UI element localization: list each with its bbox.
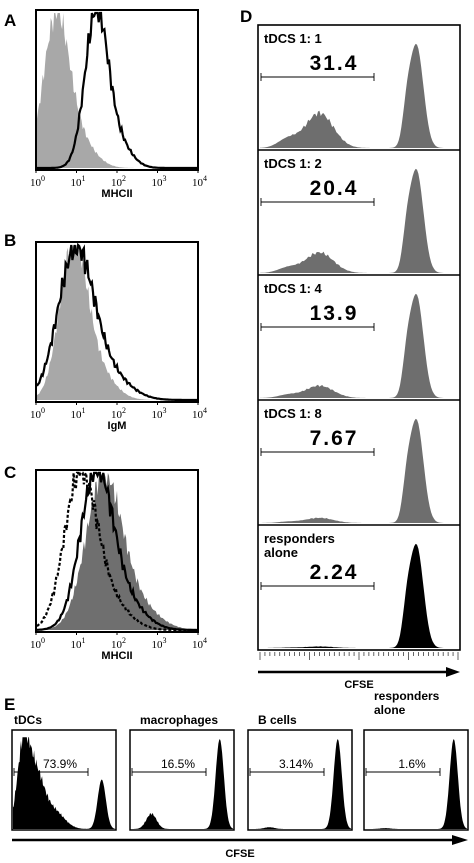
histogram-filled-series bbox=[37, 245, 197, 400]
tick-label: 103 bbox=[152, 636, 167, 651]
cfse-histogram bbox=[260, 293, 458, 398]
cfse-histogram bbox=[13, 737, 115, 829]
tick-label: 101 bbox=[71, 406, 86, 421]
subpanel-label: alone bbox=[264, 545, 298, 560]
percent-value: 1.6% bbox=[398, 757, 426, 771]
panel-b: B 100 101 102 103 104 IgM bbox=[4, 231, 207, 432]
axis-arrow-head bbox=[446, 667, 460, 677]
subpanel-label: tDCS 1: 4 bbox=[264, 281, 323, 296]
histogram-filled-series bbox=[37, 13, 197, 168]
tick-label: 104 bbox=[192, 406, 207, 421]
histogram-line-series bbox=[37, 471, 197, 632]
cfse-histogram bbox=[249, 739, 351, 829]
panel-a: A 100 101 102 103 104 MHCII bbox=[4, 9, 207, 200]
tick-label: 101 bbox=[71, 174, 86, 189]
percent-value: 3.14% bbox=[279, 757, 313, 771]
histogram-line-series bbox=[36, 469, 197, 632]
tick-label: 102 bbox=[111, 406, 126, 421]
cfse-histogram bbox=[260, 418, 458, 523]
axis-label: CFSE bbox=[225, 848, 254, 860]
cfse-histogram bbox=[131, 739, 233, 829]
percent-value: 31.4 bbox=[310, 52, 359, 75]
subpanel-label: alone bbox=[374, 703, 406, 717]
tick-label: 100 bbox=[30, 636, 45, 651]
percent-value: 13.9 bbox=[310, 302, 359, 325]
panel-label: E bbox=[4, 695, 15, 714]
axis-arrow-head bbox=[452, 835, 468, 845]
axis-label: MHCII bbox=[101, 188, 132, 200]
percent-value: 20.4 bbox=[310, 177, 359, 200]
plot-frame bbox=[363, 729, 469, 831]
axis-label: IgM bbox=[108, 420, 127, 432]
panel-label: A bbox=[4, 11, 16, 30]
histogram-line-series bbox=[36, 242, 197, 402]
cfse-histogram bbox=[260, 43, 458, 148]
tick-label: 102 bbox=[111, 174, 126, 189]
subpanel-label: tDCS 1: 8 bbox=[264, 406, 322, 421]
panel-label: B bbox=[4, 231, 16, 250]
plot-frame bbox=[247, 729, 353, 831]
tick-label: 102 bbox=[111, 636, 126, 651]
panel-c: C 100 101 102 103 104 MHCII bbox=[4, 463, 207, 662]
subpanel-label: responders bbox=[264, 531, 335, 546]
percent-value: 7.67 bbox=[310, 427, 359, 450]
tick-label: 104 bbox=[192, 636, 207, 651]
cfse-histogram bbox=[365, 739, 467, 829]
panel-label: D bbox=[240, 7, 252, 26]
plot-frame bbox=[257, 24, 461, 651]
subpanel-label: macrophages bbox=[140, 713, 218, 727]
subpanel-label: responders bbox=[374, 689, 440, 703]
histogram-line-series bbox=[37, 11, 197, 170]
subpanel-label: tDCs bbox=[14, 713, 42, 727]
axis-label: MHCII bbox=[101, 650, 132, 662]
tick-label: 103 bbox=[152, 406, 167, 421]
percent-value: 73.9% bbox=[43, 757, 77, 771]
tick-label: 104 bbox=[192, 174, 207, 189]
subpanel-label: B cells bbox=[258, 713, 297, 727]
subpanel-label: tDCS 1: 1 bbox=[264, 31, 322, 46]
tick-label: 103 bbox=[152, 174, 167, 189]
percent-value: 16.5% bbox=[161, 757, 195, 771]
axis-label: CFSE bbox=[344, 679, 373, 691]
cfse-histogram bbox=[260, 543, 458, 648]
panel-label: C bbox=[4, 463, 16, 482]
plot-frame bbox=[129, 729, 235, 831]
cfse-histogram bbox=[260, 168, 458, 273]
tick-label: 101 bbox=[71, 636, 86, 651]
subpanel-label: tDCS 1: 2 bbox=[264, 156, 322, 171]
histogram-filled-series bbox=[37, 472, 197, 630]
tick-label: 100 bbox=[30, 406, 45, 421]
percent-value: 2.24 bbox=[310, 561, 359, 584]
tick-label: 100 bbox=[30, 174, 45, 189]
plot-frame bbox=[11, 729, 117, 831]
